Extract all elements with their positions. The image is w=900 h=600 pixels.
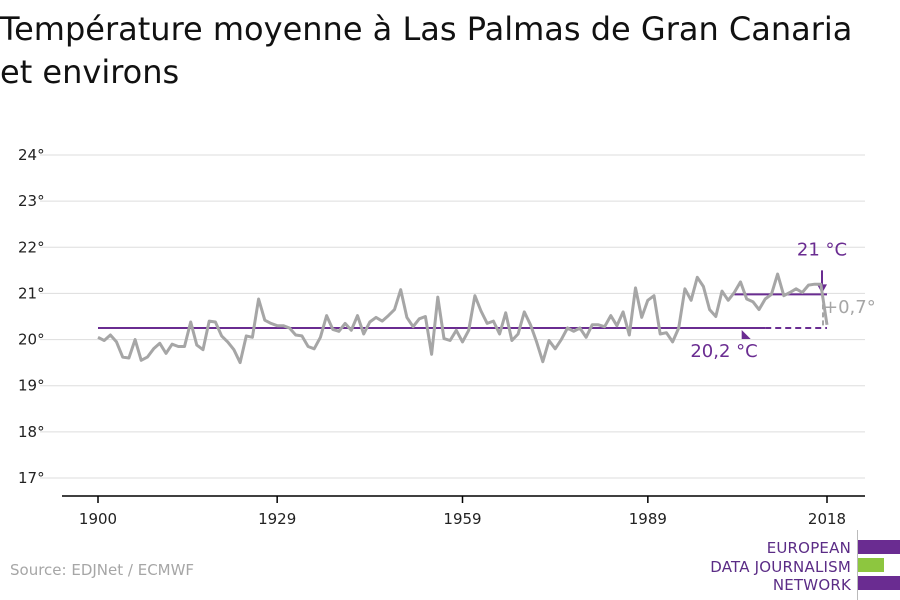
x-tick-label-1959: 1959 bbox=[443, 510, 481, 528]
x-tick-label-1900: 1900 bbox=[79, 510, 117, 528]
y-tick-label-24: 24° bbox=[18, 146, 45, 164]
source-note: Source: EDJNet / ECMWF bbox=[10, 561, 195, 579]
gridlines bbox=[40, 154, 865, 479]
logo-bar-bottom bbox=[858, 576, 900, 590]
x-tick-label-2018: 2018 bbox=[808, 510, 846, 528]
y-tick-label-21: 21° bbox=[18, 284, 45, 302]
x-axis: 1900 1929 1959 1989 2018 bbox=[62, 495, 865, 528]
logo-divider bbox=[857, 530, 858, 600]
series-line-temperature bbox=[97, 272, 829, 365]
x-tick-label-1929: 1929 bbox=[258, 510, 296, 528]
annotation-21: 21 °C bbox=[797, 239, 847, 260]
chart-title-line-2: et environs bbox=[0, 53, 180, 91]
chart-title: Température moyenne à Las Palmas de Gran… bbox=[0, 8, 900, 94]
logo-line-1: EUROPEAN bbox=[766, 539, 851, 557]
y-tick-label-23: 23° bbox=[18, 192, 45, 210]
x-tick-label-1989: 1989 bbox=[629, 510, 667, 528]
y-tick-label-22: 22° bbox=[18, 238, 45, 256]
arrow-20-2-head bbox=[741, 330, 751, 340]
logo-bar-middle bbox=[858, 558, 884, 572]
y-axis-tick-labels: 17° 18° 19° 20° 21° 22° 23° 24° bbox=[18, 146, 45, 487]
chart-title-line-1: Température moyenne à Las Palmas de Gran… bbox=[0, 10, 853, 48]
logo-line-2: DATA JOURNALISM bbox=[710, 558, 851, 576]
y-tick-label-17: 17° bbox=[18, 469, 45, 487]
edjnet-logo: EUROPEAN DATA JOURNALISM NETWORK bbox=[700, 530, 900, 600]
y-tick-label-20: 20° bbox=[18, 331, 45, 349]
annotation-difference: +0,7° bbox=[823, 297, 876, 318]
y-tick-label-19: 19° bbox=[18, 377, 45, 395]
series-group bbox=[97, 272, 829, 365]
logo-bar-top bbox=[858, 540, 900, 554]
y-tick-label-18: 18° bbox=[18, 423, 45, 441]
annotations: 21 °C 20,2 °C +0,7° bbox=[690, 239, 875, 362]
annotation-20-2: 20,2 °C bbox=[690, 341, 757, 362]
logo-line-3: NETWORK bbox=[772, 576, 851, 594]
